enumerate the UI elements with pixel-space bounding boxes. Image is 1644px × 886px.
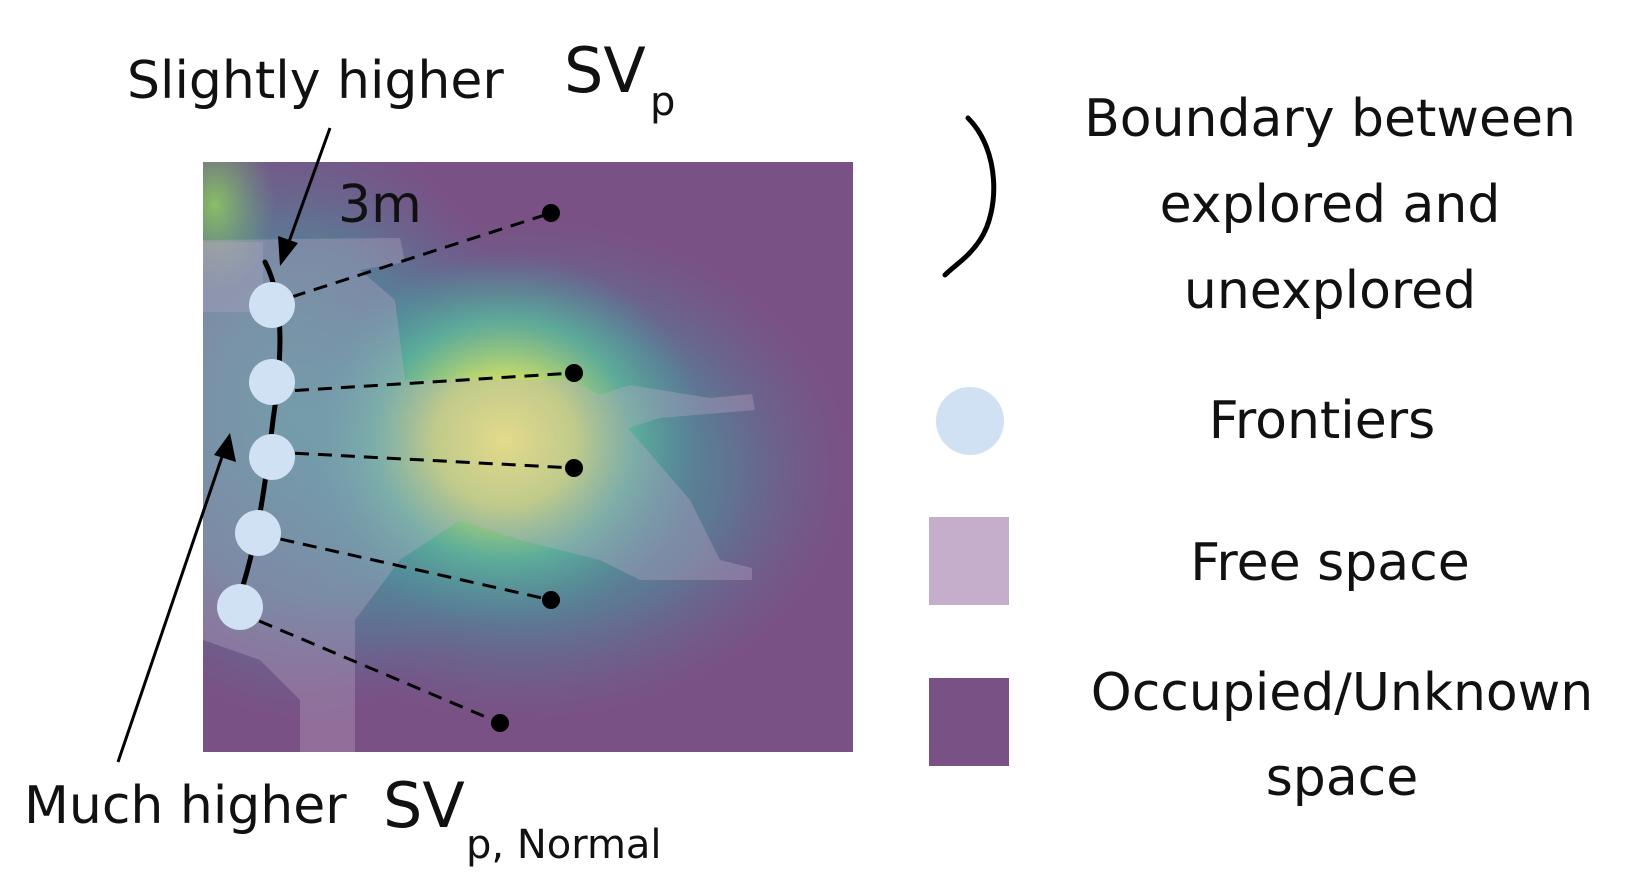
legend: Boundary between explored and unexplored…: [929, 89, 1593, 808]
label-sv-p-bottom-subscript: p, Normal: [466, 822, 662, 868]
legend-occupied-line1: Occupied/Unknown: [1091, 663, 1593, 723]
legend-boundary-line2: explored and: [1160, 175, 1501, 235]
target-point: [491, 714, 509, 732]
legend-frontiers-label: Frontiers: [1209, 391, 1435, 451]
frontier-point: [249, 434, 295, 480]
legend-free-space-swatch: [929, 517, 1009, 605]
target-point: [565, 364, 583, 382]
heatmap: [70, 115, 853, 752]
legend-boundary-line1: Boundary between: [1084, 89, 1576, 149]
label-much-higher: Much higher: [24, 776, 347, 836]
label-distance: 3m: [338, 175, 422, 235]
legend-boundary-line3: unexplored: [1184, 261, 1476, 321]
legend-free-space-label: Free space: [1190, 533, 1469, 593]
target-point: [542, 591, 560, 609]
frontier-point: [249, 359, 295, 405]
frontier-point: [217, 584, 263, 630]
label-sv-p-bottom: SV: [383, 769, 465, 842]
frontier-point: [249, 282, 295, 328]
legend-boundary-icon: [945, 118, 994, 275]
legend-frontier-icon: [936, 387, 1004, 455]
frontier-point: [235, 510, 281, 556]
label-sv-p-top: SV: [564, 34, 646, 107]
legend-occupied-swatch: [929, 678, 1009, 766]
legend-occupied-line2: space: [1266, 748, 1419, 808]
label-sv-p-top-subscript: p: [650, 79, 675, 125]
label-slightly-higher: Slightly higher: [127, 51, 504, 111]
target-point: [542, 204, 560, 222]
target-point: [565, 459, 583, 477]
